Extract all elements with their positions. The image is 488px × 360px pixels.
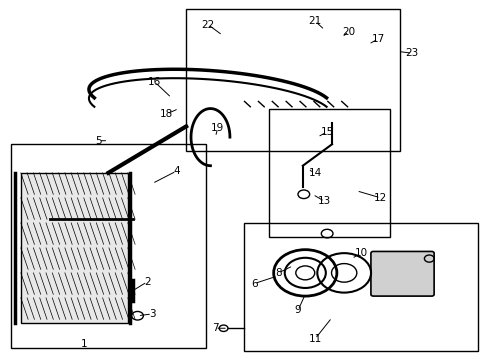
Text: 1: 1 xyxy=(81,339,87,349)
FancyBboxPatch shape xyxy=(370,251,433,296)
Text: 18: 18 xyxy=(160,109,173,119)
Text: 19: 19 xyxy=(211,123,224,133)
Text: 12: 12 xyxy=(373,193,386,203)
Text: 11: 11 xyxy=(308,334,321,344)
Text: 22: 22 xyxy=(201,19,214,30)
Text: 6: 6 xyxy=(250,279,257,289)
Text: 2: 2 xyxy=(143,277,150,287)
Text: 5: 5 xyxy=(95,136,102,146)
Text: 13: 13 xyxy=(318,197,331,206)
Text: 20: 20 xyxy=(342,27,355,37)
Text: 21: 21 xyxy=(308,16,321,26)
Text: 16: 16 xyxy=(148,77,161,87)
Text: 7: 7 xyxy=(212,323,218,333)
Bar xyxy=(21,173,127,323)
Text: 8: 8 xyxy=(275,268,281,278)
Text: 17: 17 xyxy=(371,34,384,44)
Text: 3: 3 xyxy=(148,309,155,319)
Text: 10: 10 xyxy=(354,248,367,258)
Text: 14: 14 xyxy=(308,168,321,178)
Text: 4: 4 xyxy=(173,166,180,176)
Text: 23: 23 xyxy=(405,48,418,58)
Text: 9: 9 xyxy=(294,305,301,315)
Text: 15: 15 xyxy=(320,127,333,137)
